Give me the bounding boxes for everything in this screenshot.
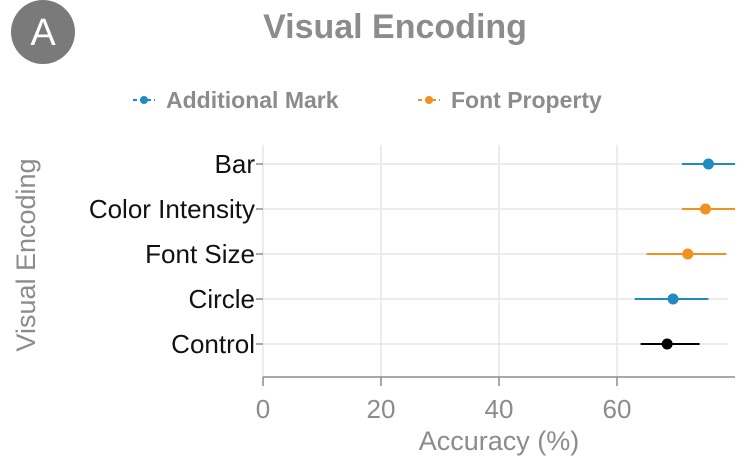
- point-control: [661, 338, 673, 350]
- y-axis: Bar Color Intensity Font Size Circle Control: [89, 149, 263, 359]
- panel-badge-letter: A: [30, 12, 56, 54]
- x-tick-label-20: 20: [367, 394, 396, 424]
- legend-dot-font-property: [425, 96, 433, 104]
- point-bar: [702, 158, 714, 170]
- x-tick-label-60: 60: [603, 394, 632, 424]
- x-axis: 0 20 40 60: [256, 376, 735, 424]
- x-axis-title: Accuracy (%): [419, 426, 580, 456]
- x-tick-label-0: 0: [256, 394, 270, 424]
- legend: Additional Mark Font Property: [133, 87, 602, 113]
- x-tick-label-40: 40: [485, 394, 514, 424]
- category-label-color-intensity: Color Intensity: [89, 194, 255, 224]
- y-axis-title: Visual Encoding: [11, 158, 41, 351]
- legend-label-additional-mark: Additional Mark: [166, 87, 339, 113]
- point-circle: [667, 293, 679, 305]
- legend-dot-additional-mark: [140, 96, 148, 104]
- category-label-circle: Circle: [189, 284, 255, 314]
- data-marks: [634, 158, 735, 350]
- panel-badge-circle: [11, 0, 75, 64]
- chart-title: Visual Encoding: [263, 8, 527, 46]
- category-label-font-size: Font Size: [145, 239, 255, 269]
- grid: [262, 145, 728, 377]
- panel-badge: A: [11, 0, 75, 64]
- point-font-size: [682, 248, 694, 260]
- legend-label-font-property: Font Property: [451, 87, 602, 113]
- point-color-intensity: [700, 203, 711, 215]
- category-label-bar: Bar: [215, 149, 256, 179]
- category-label-control: Control: [171, 329, 255, 359]
